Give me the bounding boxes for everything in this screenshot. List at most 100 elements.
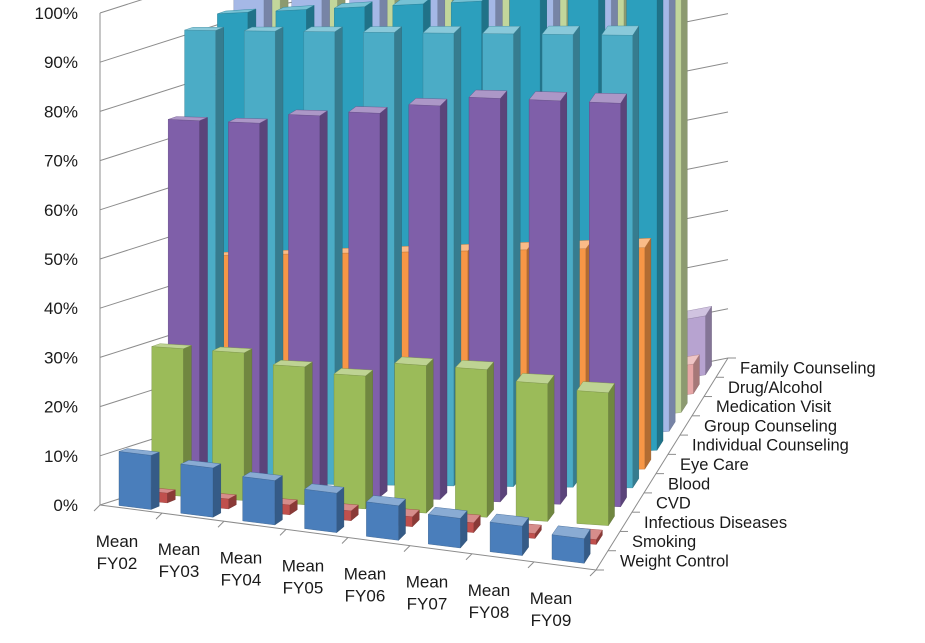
y-tick-label: 80%: [44, 102, 78, 121]
bar-top: [489, 513, 529, 527]
series-label: Medication Visit: [716, 398, 832, 416]
bar-side: [500, 90, 508, 503]
bar-side: [274, 475, 283, 526]
bar: [427, 506, 468, 549]
x-tick-mark: [589, 569, 597, 577]
series-label: Eye Care: [680, 456, 749, 474]
bar-front: [118, 451, 152, 510]
bar-side: [656, 0, 664, 451]
bar-side: [620, 93, 627, 508]
bar-top: [576, 381, 615, 394]
bar-side: [259, 118, 268, 493]
x-tick-label: Mean FY04: [220, 548, 263, 589]
bar-top: [242, 471, 283, 481]
bar-top: [528, 91, 568, 102]
bar-top: [454, 360, 495, 370]
bar-top: [118, 448, 160, 456]
series-label: Group Counseling: [704, 417, 837, 435]
bar: [489, 513, 529, 557]
bar-side: [398, 498, 406, 541]
y-tick-label: 40%: [44, 299, 78, 318]
chart-labels: 0% 10% 20% 30% 40% 50% 60% 70% 80% 90% 100% Mean FY0…: [35, 4, 876, 630]
bar: [180, 460, 222, 518]
y-tick-label: 30%: [44, 348, 78, 367]
x-tick-mark: [155, 512, 163, 520]
y-tick-label: 100%: [35, 4, 78, 23]
x-tick-mark: [279, 529, 287, 536]
bar-top: [151, 343, 192, 349]
bar-top: [244, 26, 284, 32]
bar-front: [489, 521, 523, 556]
bar-front: [304, 488, 337, 533]
bar: [242, 471, 283, 526]
x-tick-label: Mean FY09: [530, 589, 573, 630]
x-tick-mark: [341, 537, 349, 544]
bar: [394, 356, 434, 514]
bar: [151, 343, 192, 497]
y-tick-label: 0%: [53, 496, 78, 515]
bar-top: [551, 525, 591, 539]
x-tick-mark: [217, 520, 225, 528]
bar-side: [547, 374, 555, 522]
bar-side: [365, 369, 373, 510]
series-label: Blood: [668, 475, 710, 493]
bar-top: [450, 0, 484, 3]
bar-front: [455, 367, 488, 518]
bar-top: [408, 98, 448, 107]
x-tick-label: Mean FY07: [406, 573, 449, 614]
y-tick-label: 90%: [44, 53, 78, 72]
bar-top: [217, 8, 256, 14]
y-tick-label: 60%: [44, 201, 78, 220]
bar-top: [515, 373, 555, 384]
bar-top: [180, 460, 222, 469]
bar-side: [212, 463, 222, 518]
bar-top: [392, 0, 429, 6]
bar-side: [199, 117, 208, 490]
y-tick-label: 20%: [44, 398, 78, 417]
series-label: Infectious Diseases: [644, 514, 787, 532]
bar-side: [304, 361, 313, 506]
y-tick-label: 70%: [44, 152, 78, 171]
bar-side: [426, 358, 434, 514]
bar: [304, 483, 345, 534]
bar-top: [365, 495, 406, 507]
bar-side: [486, 361, 494, 518]
x-tick-mark: [403, 545, 411, 552]
bar-top: [482, 25, 521, 35]
series-label: Smoking: [632, 533, 696, 551]
bar-side: [379, 106, 388, 498]
series-label: Family Counseling: [740, 360, 876, 378]
bar-side: [644, 237, 652, 470]
chart-bars: [118, 0, 713, 564]
x-tick-label: Mean FY06: [344, 565, 387, 606]
bar-top: [211, 346, 253, 354]
bar-top: [304, 483, 345, 494]
bar-top: [394, 356, 434, 366]
x-tick-label: Mean FY03: [158, 540, 201, 581]
bar-top: [427, 506, 468, 519]
bar-top: [348, 106, 388, 114]
bar: [333, 368, 374, 510]
bar-top: [333, 368, 374, 377]
bar: [576, 381, 615, 527]
bar-top: [334, 1, 373, 9]
bar-front: [515, 381, 548, 522]
bar: [551, 525, 591, 564]
bar-side: [439, 98, 448, 500]
bar-top: [287, 109, 328, 117]
bar-front: [576, 390, 609, 526]
bar-top: [422, 26, 462, 34]
bar-front: [180, 463, 214, 518]
x-tick-mark: [527, 561, 535, 569]
bar-front: [242, 476, 276, 526]
bar: [118, 448, 160, 510]
bar-top: [541, 25, 580, 35]
bar-side: [336, 486, 345, 534]
bar-front: [366, 501, 399, 541]
bar-side: [608, 382, 615, 527]
bar-top: [468, 89, 508, 99]
bar-side: [668, 0, 676, 433]
y-tick-label: 10%: [44, 447, 78, 466]
bar-side: [632, 25, 639, 489]
